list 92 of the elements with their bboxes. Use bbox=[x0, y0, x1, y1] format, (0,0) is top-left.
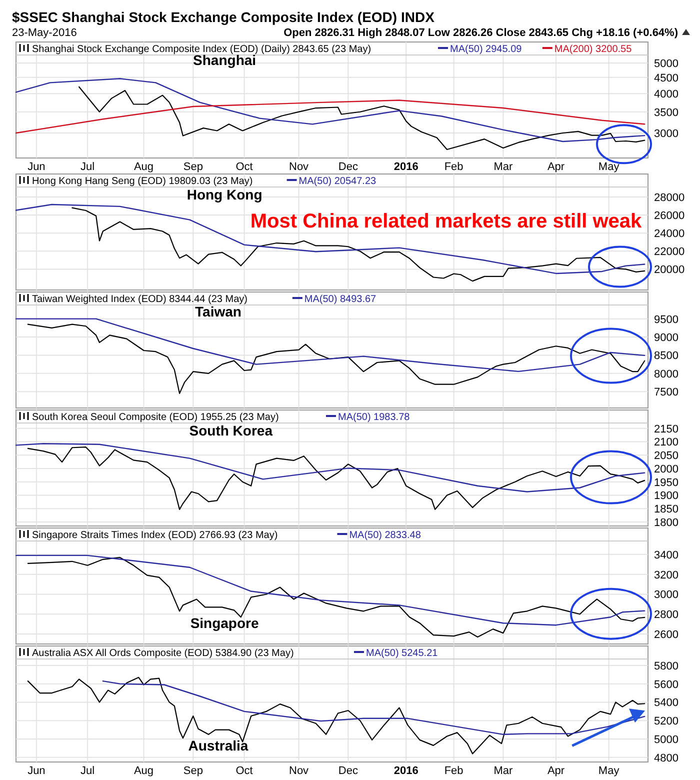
y-tick-label: 3000 bbox=[654, 128, 678, 140]
legend-label: South Korea Seoul Composite (EOD) 1955.25 (23 May) bbox=[32, 412, 279, 423]
y-tick-label: 5000 bbox=[654, 58, 678, 70]
line-series bbox=[15, 443, 646, 492]
y-tick-label: 1800 bbox=[654, 516, 678, 529]
y-tick-label: 7500 bbox=[654, 386, 678, 399]
y-tick-label: 1850 bbox=[654, 504, 678, 516]
x-tick-label: 2016 bbox=[394, 765, 418, 777]
y-tick-label: 2050 bbox=[654, 450, 678, 462]
y-tick-label: 24000 bbox=[654, 228, 685, 240]
y-tick-label: 4500 bbox=[654, 72, 678, 84]
y-tick-label: 5600 bbox=[654, 678, 678, 691]
legend-label: MA(50) 8493.67 bbox=[304, 294, 377, 305]
x-tick-label: Sep bbox=[183, 161, 203, 173]
legend-label: Singapore Straits Times Index (EOD) 2766.93 (23 May) bbox=[32, 530, 278, 541]
x-tick-label: Aug bbox=[134, 765, 154, 777]
y-tick-label: 2150 bbox=[654, 423, 678, 436]
y-tick-label: 1900 bbox=[654, 490, 678, 502]
x-tick-label: Jul bbox=[80, 161, 95, 173]
y-tick-label: 2800 bbox=[654, 609, 678, 622]
line-series bbox=[27, 556, 646, 638]
y-tick-label: 3000 bbox=[654, 589, 678, 602]
line-series bbox=[27, 324, 646, 394]
legend-label: Australia ASX All Ords Composite (EOD) 5384.90 (23 May) bbox=[32, 648, 294, 659]
y-tick-label: 3400 bbox=[654, 549, 678, 562]
text: Open 2826.31 High 2848.07 Low 2826.26 Close 2843.65 Chg +18.16 (+0.64%) bbox=[284, 27, 678, 39]
x-tick-label: Dec bbox=[338, 161, 358, 173]
line-series bbox=[102, 680, 646, 736]
y-tick-label: 8000 bbox=[654, 368, 678, 380]
chart-subtitle: 23-May-2016 bbox=[12, 27, 77, 39]
x-tick-label: Sep bbox=[183, 765, 203, 777]
y-tick-label: 5000 bbox=[654, 734, 678, 746]
x-tick-label: Feb bbox=[444, 765, 464, 777]
x-tick-label: May bbox=[598, 161, 620, 173]
y-tick-label: 5800 bbox=[654, 660, 678, 672]
annotation: Most China related markets are still weak bbox=[250, 210, 643, 232]
line-series bbox=[15, 318, 646, 372]
x-tick-label: 2016 bbox=[394, 161, 418, 173]
y-tick-label: 3500 bbox=[654, 106, 678, 119]
line-series bbox=[27, 676, 646, 754]
line-series bbox=[15, 78, 646, 142]
legend-label: Shanghai Stock Exchange Composite Index (EOD) (Daily) 2843.65 (23 May) bbox=[32, 44, 372, 55]
annotation: Taiwan bbox=[195, 303, 242, 320]
x-tick-label: Mar bbox=[494, 765, 514, 777]
legend-label: Hong Kong Hang Seng (EOD) 19809.03 (23 May) bbox=[32, 176, 253, 187]
x-tick-label: May bbox=[598, 765, 620, 777]
legend-label: MA(50) 5245.21 bbox=[366, 648, 438, 659]
x-tick-label: Jun bbox=[28, 765, 46, 777]
x-tick-label: Apr bbox=[547, 161, 565, 173]
y-tick-label: 2100 bbox=[654, 436, 678, 449]
line-series bbox=[15, 204, 646, 274]
x-tick-label: Feb bbox=[444, 161, 464, 173]
legend-label: MA(50) 1983.78 bbox=[338, 412, 410, 423]
legend-label: MA(50) 2945.09 bbox=[450, 44, 522, 55]
x-tick-label: Oct bbox=[236, 765, 253, 777]
y-tick-label: 4000 bbox=[654, 88, 678, 101]
y-tick-label: 9500 bbox=[654, 314, 678, 326]
x-tick-label: Dec bbox=[338, 765, 358, 777]
line-series bbox=[15, 100, 646, 134]
x-tick-label: Jun bbox=[28, 161, 46, 173]
legend-label: MA(50) 20547.23 bbox=[298, 176, 377, 187]
legend-label: MA(200) 3200.55 bbox=[554, 44, 632, 55]
annotation: South Korea bbox=[189, 422, 273, 439]
annotation: Hong Kong bbox=[186, 186, 262, 203]
y-tick-label: 8500 bbox=[654, 350, 678, 362]
x-tick-label: Nov bbox=[289, 161, 310, 173]
y-tick-label: 5400 bbox=[654, 697, 678, 710]
y-tick-label: 20000 bbox=[654, 264, 685, 276]
y-tick-label: 28000 bbox=[654, 192, 685, 204]
y-tick-label: 26000 bbox=[654, 210, 685, 222]
x-tick-label: Jul bbox=[80, 765, 95, 777]
line-series bbox=[72, 207, 646, 282]
x-tick-label: Oct bbox=[236, 161, 253, 173]
y-tick-label: 22000 bbox=[654, 246, 685, 258]
y-tick-label: 2600 bbox=[654, 629, 678, 642]
annotation: Australia bbox=[188, 737, 248, 754]
x-tick-label: Aug bbox=[134, 161, 154, 173]
y-tick-label: 9000 bbox=[654, 332, 678, 344]
y-tick-label: 5200 bbox=[654, 716, 678, 728]
y-tick-label: 3200 bbox=[654, 569, 678, 582]
legend-label: Taiwan Weighted Index (EOD) 8344.44 (23 May) bbox=[32, 294, 248, 305]
y-tick-label: 1950 bbox=[654, 476, 678, 489]
y-tick-label: 4800 bbox=[654, 752, 678, 764]
x-tick-label: Nov bbox=[289, 765, 310, 777]
y-tick-label: 2000 bbox=[654, 463, 678, 476]
annotation: Singapore bbox=[190, 614, 259, 631]
line-series bbox=[27, 446, 646, 510]
x-tick-label: Mar bbox=[494, 161, 514, 173]
legend-label: MA(50) 2833.48 bbox=[349, 530, 422, 541]
chart-title: $SSEC Shanghai Stock Exchange Composite Index (EOD) INDX bbox=[12, 9, 436, 25]
x-tick-label: Apr bbox=[547, 765, 565, 777]
line-series bbox=[78, 86, 646, 150]
